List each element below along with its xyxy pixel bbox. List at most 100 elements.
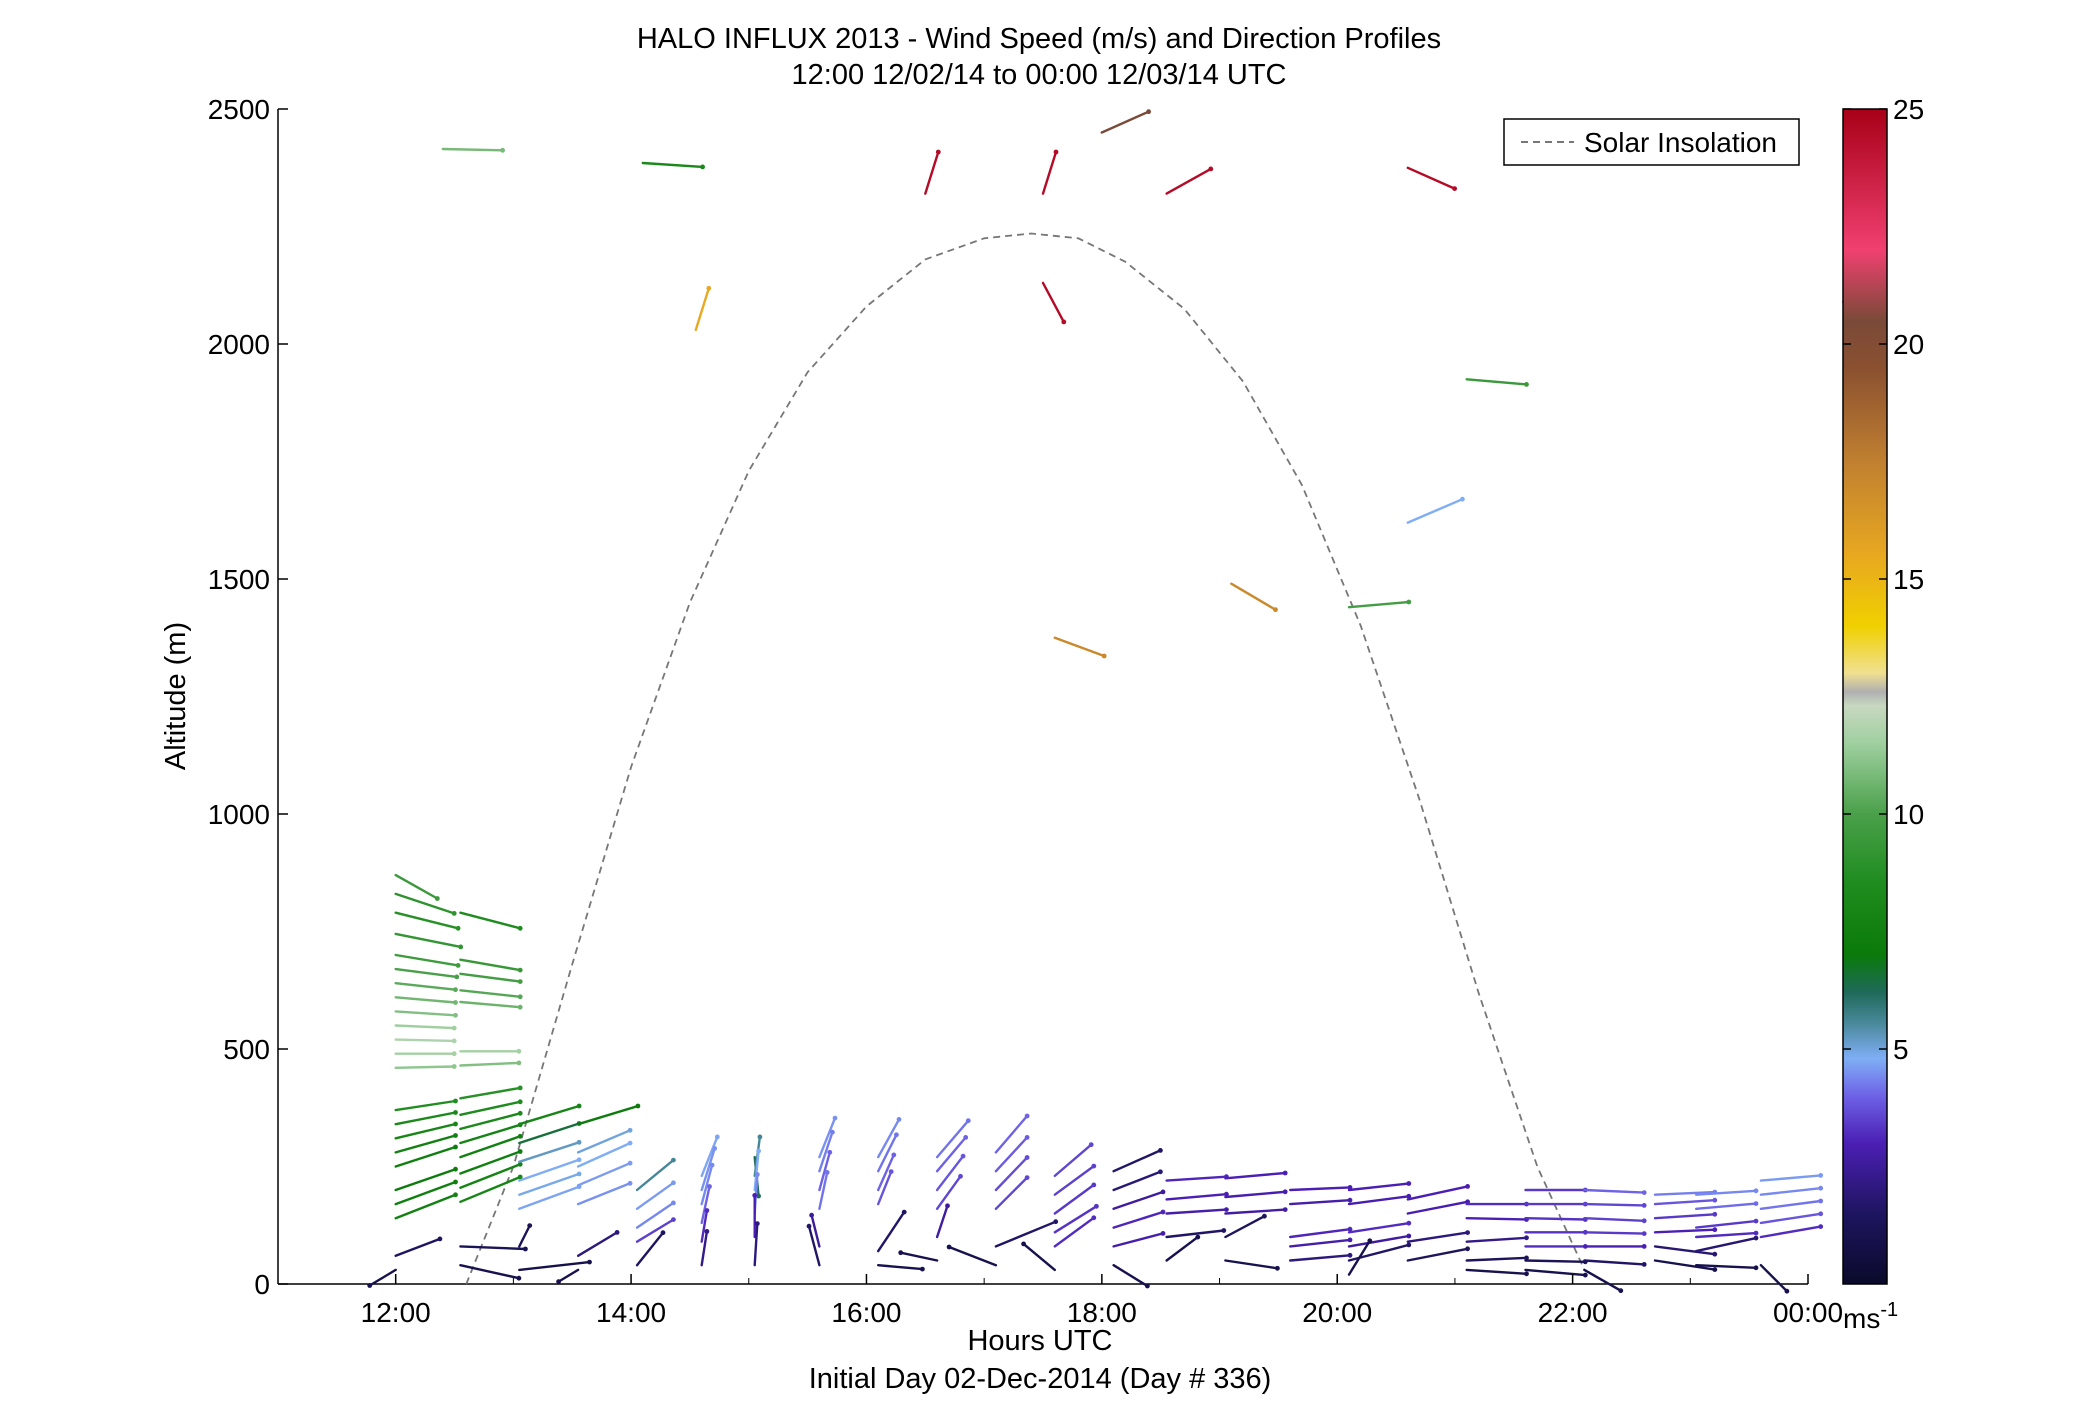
wind-vector-head — [453, 1166, 458, 1172]
wind-vector-head — [756, 1148, 761, 1154]
wind-vector — [459, 1161, 523, 1189]
wind-vector-shaft — [994, 1176, 1029, 1211]
wind-vector-shaft — [394, 1180, 457, 1206]
wind-vector-shaft — [1694, 1236, 1758, 1253]
wind-vector — [1583, 1259, 1647, 1267]
wind-vector-shaft — [1406, 1247, 1469, 1262]
wind-vector-head — [517, 1174, 523, 1180]
wind-vector-head — [517, 994, 523, 1000]
colorbar-unit-label: ms-1 — [1843, 1299, 1898, 1334]
wind-vector — [459, 1085, 523, 1100]
wind-vector-head — [1091, 1163, 1097, 1169]
wind-vector-shaft — [635, 1218, 675, 1243]
wind-vector — [518, 1171, 582, 1196]
wind-vector-head — [712, 1146, 718, 1151]
wind-vector — [459, 1060, 522, 1067]
wind-vector-shaft — [1112, 1210, 1165, 1229]
wind-vector-head — [757, 1134, 763, 1140]
wind-vector — [459, 1099, 523, 1117]
wind-vector-head — [627, 1140, 633, 1146]
wind-vector-shaft — [1347, 1234, 1411, 1248]
wind-vector — [367, 1268, 397, 1288]
chart-subtitle: 12:00 12/02/14 to 00:00 12/03/14 UTC — [792, 59, 1287, 91]
wind-vector-head — [1275, 1265, 1280, 1271]
wind-vector — [1465, 1235, 1529, 1243]
wind-vector-head — [827, 1149, 833, 1155]
wind-vector — [1653, 1197, 1718, 1206]
wind-vector — [1583, 1244, 1647, 1249]
wind-vector — [394, 1121, 458, 1140]
wind-vector-head — [1024, 1175, 1030, 1180]
wind-vector — [1694, 1218, 1759, 1229]
wind-vector-shaft — [1224, 1208, 1287, 1215]
wind-vector-head — [451, 1051, 457, 1057]
wind-vector — [1224, 1213, 1267, 1239]
wind-vector-shaft — [1224, 1259, 1279, 1270]
wind-vector-shaft — [877, 1263, 924, 1271]
y-tick-label: 0 — [254, 1269, 270, 1300]
wind-vector-head — [1641, 1218, 1647, 1224]
wind-vector-shaft — [1406, 1185, 1469, 1201]
wind-vector — [700, 1229, 710, 1267]
wind-vector — [1406, 1246, 1470, 1262]
wind-vector — [1465, 1268, 1529, 1277]
wind-vector — [877, 1169, 894, 1206]
wind-vector-shaft — [1288, 1198, 1352, 1206]
wind-vector-head — [517, 1085, 523, 1091]
wind-vector-head — [453, 1110, 458, 1115]
wind-vector-head — [1641, 1244, 1647, 1249]
wind-vector — [994, 1155, 1030, 1192]
wind-vector-shaft — [518, 1141, 581, 1164]
wind-vector — [818, 1170, 830, 1211]
wind-vector-shaft — [1406, 1231, 1469, 1243]
wind-vector-shaft — [1165, 167, 1213, 195]
wind-vector-head — [888, 1169, 894, 1174]
wind-vector-head — [1024, 1155, 1030, 1160]
wind-vector-shaft — [576, 1182, 632, 1206]
wind-vector-shaft — [1524, 1216, 1587, 1221]
wind-vector-head — [1524, 1235, 1529, 1241]
wind-vector — [641, 161, 705, 170]
wind-vector-head — [1712, 1211, 1718, 1217]
wind-vector — [394, 1051, 457, 1057]
wind-vector-head — [517, 1110, 523, 1116]
wind-vector-shaft — [576, 1141, 632, 1168]
wind-vector — [576, 1180, 633, 1206]
wind-vector — [1112, 1189, 1166, 1211]
wind-vector — [1100, 109, 1151, 134]
wind-vector-shaft — [557, 1268, 580, 1283]
wind-vector-head — [517, 1149, 523, 1154]
wind-vector — [1112, 1209, 1166, 1229]
wind-vector — [1524, 1268, 1588, 1278]
wind-vector — [818, 1129, 835, 1173]
colorbar-tick-label: 25 — [1893, 94, 1924, 125]
wind-vector-head — [1282, 1207, 1288, 1212]
wind-vector-shaft — [1230, 582, 1277, 611]
wind-vector-shaft — [1347, 600, 1411, 609]
wind-vector-head — [517, 1099, 523, 1105]
wind-vector-head — [523, 1246, 528, 1252]
wind-vector — [1053, 1215, 1097, 1248]
y-tick-label: 2000 — [208, 329, 270, 360]
wind-vector — [1406, 166, 1457, 192]
wind-vector-head — [1753, 1218, 1759, 1224]
wind-vector-shaft — [700, 1163, 714, 1206]
wind-vector-shaft — [1583, 1231, 1646, 1235]
wind-vector — [1224, 1259, 1280, 1271]
wind-vector — [994, 1175, 1030, 1211]
wind-vector-shaft — [1112, 1170, 1162, 1192]
wind-vector — [394, 953, 461, 968]
wind-vector — [1224, 1207, 1288, 1215]
wind-vector-shaft — [394, 1099, 457, 1112]
wind-vector-shaft — [899, 1251, 939, 1262]
wind-vector-head — [754, 1172, 760, 1177]
wind-vector-head — [451, 1025, 457, 1031]
wind-vector-head — [517, 967, 523, 973]
wind-vector — [1347, 1233, 1412, 1248]
wind-vector-shaft — [818, 1116, 837, 1159]
wind-vector-shaft — [877, 1133, 898, 1173]
wind-vector — [1112, 1263, 1150, 1289]
wind-vector-shaft — [459, 1175, 522, 1204]
wind-vector-head — [1818, 1173, 1824, 1178]
